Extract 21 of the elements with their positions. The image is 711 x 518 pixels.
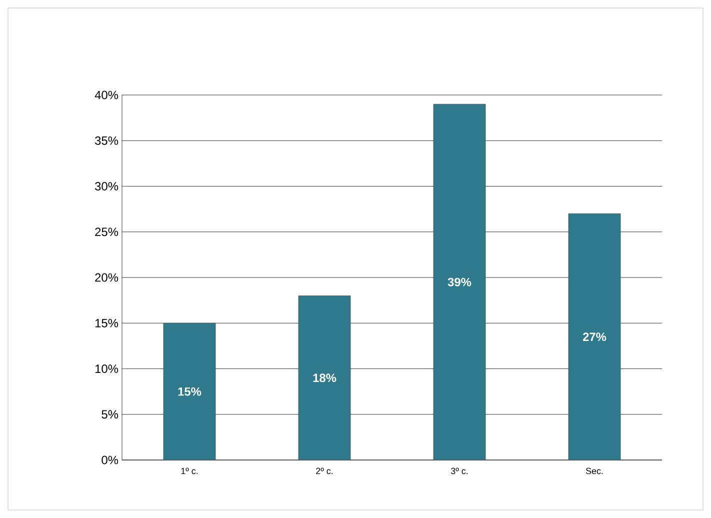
bar: [298, 296, 351, 460]
y-tick-label: 40%: [94, 90, 118, 100]
x-tick-label: 3º c.: [450, 468, 468, 474]
data-label: 18%: [313, 374, 336, 382]
y-tick-label: 10%: [95, 364, 118, 373]
x-tick-label: 2º c.: [316, 468, 333, 474]
x-tick-label: Sec.: [586, 468, 603, 474]
y-tick-label: 25%: [95, 228, 118, 236]
data-label: 27%: [582, 332, 606, 342]
data-label: 15%: [178, 387, 202, 396]
data-label: 39%: [448, 278, 472, 286]
y-tick-label: 15%: [95, 318, 118, 328]
bar: [433, 104, 486, 460]
y-tick-label: 20%: [95, 273, 118, 282]
y-tick-label: 35%: [95, 136, 118, 145]
bar: [163, 322, 216, 460]
y-tick-label: 30%: [95, 182, 118, 190]
x-tick-label: 1º c.: [181, 468, 198, 474]
bar: [568, 213, 621, 460]
y-tick-label: 5%: [102, 410, 118, 419]
y-tick-label: 0%: [102, 456, 118, 464]
